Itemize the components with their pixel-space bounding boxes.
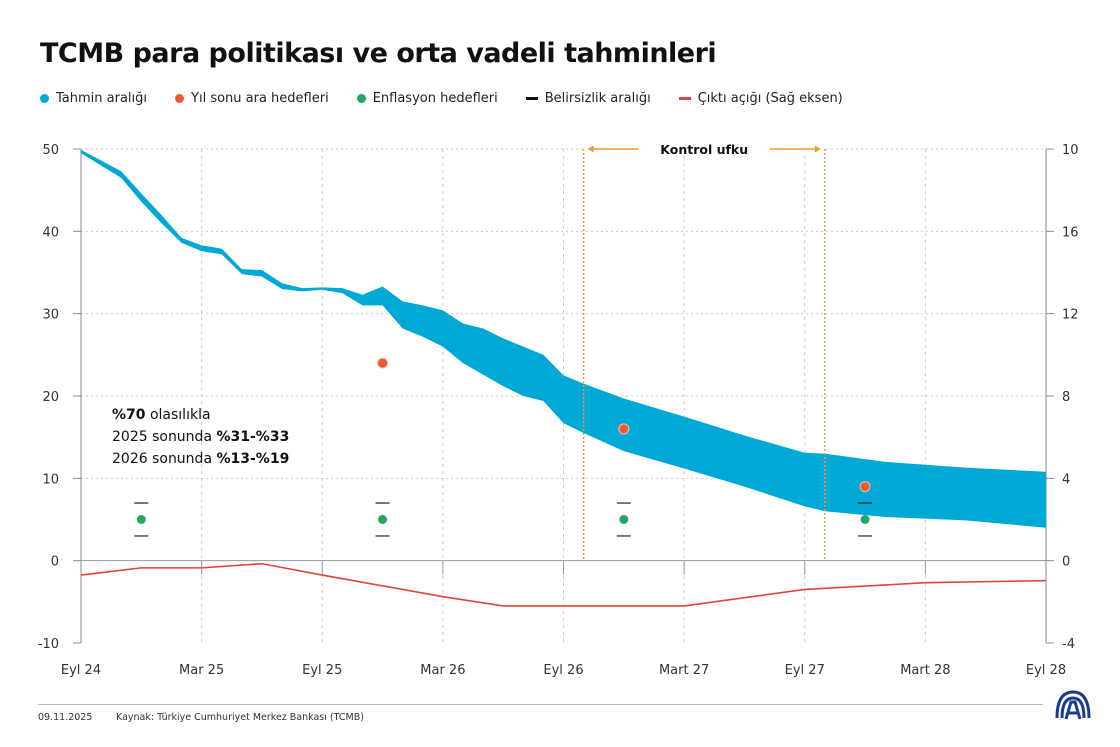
y-right-tick-label: 10: [1062, 143, 1079, 158]
legend-label: Yıl sonu ara hedefleri: [191, 91, 329, 106]
x-tick-label: Mar 26: [420, 663, 465, 678]
y-left-tick-label: 10: [42, 472, 59, 487]
interim-target-dot: [618, 423, 630, 435]
x-tick-label: Eyl 28: [1026, 663, 1066, 678]
legend-label: Enflasyon hedefleri: [372, 91, 498, 106]
x-tick-label: Eyl 25: [302, 663, 342, 678]
inflation-target-dot: [619, 515, 629, 524]
legend-item-forecast-band: Tahmin aralığı: [40, 91, 147, 106]
y-right-tick-label: 8: [1062, 390, 1070, 405]
dot-icon: [356, 94, 366, 103]
y-left-tick-label: 20: [42, 390, 59, 405]
x-tick-label: Mart 28: [900, 663, 950, 678]
x-tick-label: Eyl 24: [61, 663, 101, 678]
x-tick-label: Mar 25: [179, 663, 224, 678]
legend-item-uncertainty: Belirsizlik aralığı: [525, 91, 651, 106]
annotation-bold: %31-%33: [216, 429, 290, 445]
y-left-tick-label: 30: [42, 308, 59, 323]
arrow-left-icon: [587, 145, 594, 153]
inflation-target-dot: [378, 515, 388, 524]
legend-item-interim-targets: Yıl sonu ara hedefleri: [175, 91, 329, 106]
annotation-bold: %13-%19: [216, 451, 290, 467]
y-right-tick-label: -4: [1062, 637, 1075, 652]
annotation-text: 2025 sonunda: [112, 429, 217, 445]
arrow-right-icon: [814, 145, 821, 153]
x-tick-label: Eyl 27: [785, 663, 825, 678]
y-right-tick-label: 16: [1062, 225, 1079, 240]
interim-target-dot: [377, 357, 389, 369]
x-tick-label: Mart 27: [659, 663, 709, 678]
annotation-text: olasılıkla: [145, 407, 211, 423]
y-left-tick-label: 0: [51, 555, 59, 570]
legend: Tahmin aralığı Yıl sonu ara hedefleri En…: [40, 91, 843, 106]
y-left-tick-label: 50: [42, 143, 59, 158]
page-title: TCMB para politikası ve orta vadeli tahm…: [40, 38, 717, 69]
inflation-target-dot: [136, 515, 146, 524]
control-horizon-label: Kontrol ufku: [660, 142, 748, 157]
y-left-tick-label: 40: [42, 225, 59, 240]
forecast-band: [81, 149, 1046, 528]
annotation-text: 2026 sonunda: [112, 451, 217, 467]
probability-annotation: %70 olasılıkla 2025 sonunda %31-%33 2026…: [112, 404, 289, 470]
legend-label: Tahmin aralığı: [56, 91, 148, 106]
output-gap-line: [80, 562, 1047, 607]
legend-item-output-gap: Çıktı açığı (Sağ eksen): [678, 91, 843, 106]
dot-icon: [175, 94, 185, 103]
footer-date: 09.11.2025: [38, 712, 93, 723]
interim-target-dot: [859, 481, 871, 493]
control-horizon-bg: [585, 142, 823, 156]
aa-logo-icon: [1055, 690, 1091, 720]
y-left-tick-label: -10: [38, 637, 59, 652]
dot-icon: [40, 94, 49, 103]
legend-item-inflation-targets: Enflasyon hedefleri: [356, 91, 498, 106]
y-right-tick-label: 12: [1062, 308, 1079, 323]
inflation-target-dot: [860, 515, 870, 524]
dash-icon: [525, 97, 538, 100]
legend-label: Belirsizlik aralığı: [544, 91, 651, 106]
y-right-tick-label: 4: [1062, 472, 1070, 487]
annotation-bold: %70: [112, 407, 146, 423]
footer-source: Kaynak: Türkiye Cumhuriyet Merkez Bankas…: [116, 712, 364, 723]
y-right-tick-label: 0: [1062, 555, 1070, 570]
dash-icon: [678, 97, 691, 100]
legend-label: Çıktı açığı (Sağ eksen): [697, 91, 843, 106]
footer-divider: [38, 704, 1043, 705]
x-tick-label: Eyl 26: [543, 663, 583, 678]
